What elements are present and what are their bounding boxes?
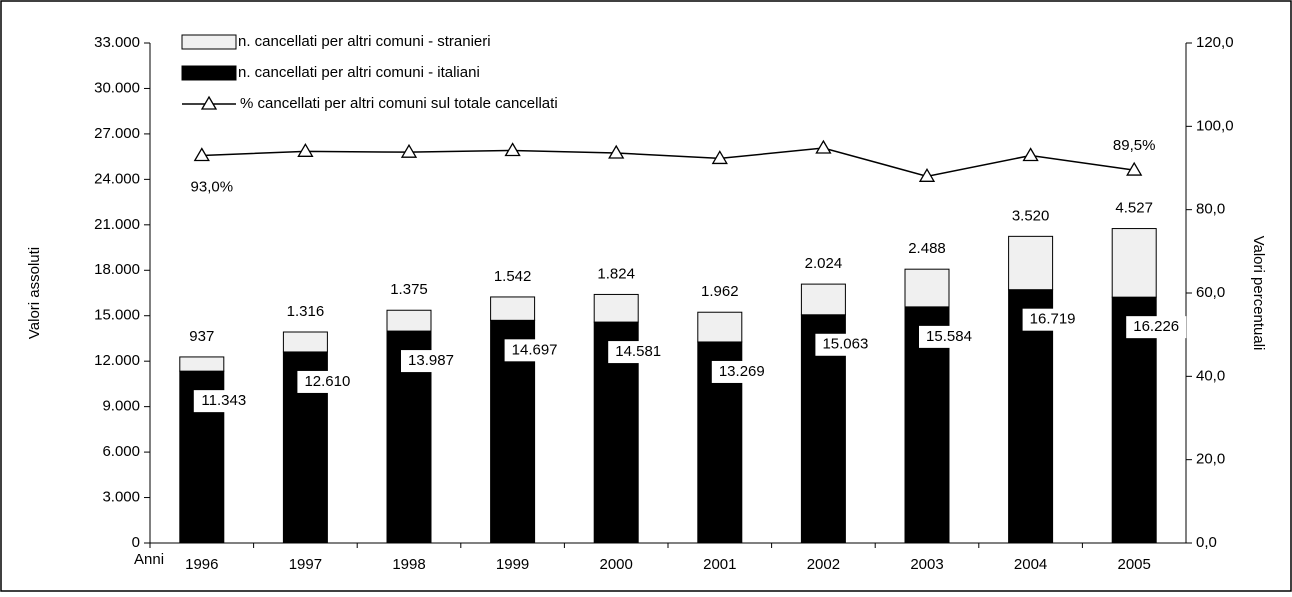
x-tick-label: 1998: [392, 556, 425, 573]
line-marker: [711, 150, 728, 165]
bar: [1008, 289, 1054, 544]
data-label: 1.542: [494, 268, 532, 285]
data-label: 13.987: [408, 352, 454, 369]
line-marker: [297, 143, 314, 157]
data-label: 89,5%: [1113, 137, 1156, 154]
data-label-box: [608, 341, 669, 364]
y-tick-label: 33.000: [94, 34, 140, 51]
y-tick-label: 12.000: [94, 352, 140, 369]
y-tick-label: 30.000: [94, 79, 140, 96]
legend-label: n. cancellati per altri comuni - stranie…: [238, 33, 491, 50]
legend-label: n. cancellati per altri comuni - italian…: [238, 64, 480, 81]
y2-tick-label: 20,0: [1196, 451, 1225, 468]
data-label: 12.610: [304, 373, 350, 390]
y-tick-label: 27.000: [94, 125, 140, 142]
line-marker: [1126, 161, 1143, 176]
legend-swatch: [181, 34, 237, 50]
y2-tick-label: 120,0: [1196, 34, 1234, 51]
y-tick-label: 21.000: [94, 216, 140, 233]
data-label-box: [504, 339, 565, 362]
y-tick-label: 18.000: [94, 261, 140, 278]
y2-tick-label: 60,0: [1196, 284, 1225, 301]
data-label: 13.269: [719, 363, 765, 380]
data-label-box: [711, 360, 772, 383]
bar: [179, 356, 225, 372]
bar: [697, 311, 743, 343]
line-marker: [608, 144, 625, 159]
legend-marker: [200, 95, 218, 110]
line-marker: [400, 143, 418, 158]
y-tick-label: 6.000: [102, 443, 140, 460]
data-label: 1.962: [701, 283, 739, 300]
data-label-box: [401, 350, 461, 373]
x-tick-label: 1997: [289, 556, 322, 573]
data-label: 14.581: [615, 343, 661, 360]
legend-swatch: [181, 65, 237, 81]
data-label: 14.697: [512, 341, 558, 358]
data-label-box: [297, 370, 358, 393]
line-marker: [504, 142, 521, 157]
data-label: 11.343: [201, 392, 246, 409]
data-label: 3.520: [1012, 207, 1050, 224]
x-tick-label: 1999: [496, 556, 529, 573]
y-tick-label: 24.000: [94, 170, 140, 187]
x-tick-label: 1996: [185, 556, 218, 573]
bar: [490, 296, 536, 321]
x-tick-label: 2005: [1118, 556, 1151, 573]
data-label: 16.226: [1133, 318, 1179, 335]
bar: [1111, 228, 1157, 298]
x-axis-label: Anni: [134, 551, 164, 568]
y2-tick-label: 40,0: [1196, 367, 1225, 384]
y2-axis-label: Valori percentuali: [1250, 236, 1267, 351]
data-label-box: [1126, 316, 1187, 339]
data-label-box: [815, 333, 876, 356]
data-label: 15.584: [926, 328, 972, 345]
line-marker: [918, 168, 936, 182]
x-tick-label: 2001: [703, 556, 736, 573]
y-tick-label: 9.000: [102, 398, 140, 415]
y2-tick-label: 80,0: [1196, 201, 1225, 218]
data-label: 1.316: [287, 303, 325, 320]
data-label: 93,0%: [191, 178, 234, 195]
data-label: 15.063: [822, 336, 868, 353]
bar: [282, 331, 328, 353]
bar: [386, 309, 432, 332]
x-tick-label: 2004: [1014, 556, 1047, 573]
data-label: 2.024: [805, 255, 843, 272]
line: [201, 147, 1135, 178]
y2-tick-label: 100,0: [1196, 117, 1234, 134]
legend-label: % cancellati per altri comuni sul totale…: [240, 95, 558, 112]
data-label-box: [193, 390, 254, 413]
data-label: 2.488: [908, 240, 946, 257]
y-tick-label: 0: [132, 534, 140, 551]
line-marker: [815, 139, 832, 154]
bar: [1008, 235, 1054, 291]
line-marker: [1022, 147, 1039, 162]
data-label: 1.824: [597, 265, 635, 282]
data-label-box: [1022, 308, 1083, 331]
bar: [904, 268, 950, 308]
line-marker: [193, 147, 210, 162]
bar: [800, 283, 846, 316]
x-tick-label: 2003: [910, 556, 943, 573]
y-tick-label: 3.000: [102, 489, 140, 506]
data-label: 4.527: [1115, 200, 1153, 217]
data-label: 16.719: [1030, 311, 1076, 328]
x-tick-label: 2002: [807, 556, 840, 573]
y-axis-label: Valori assoluti: [26, 247, 43, 339]
data-label-box: [919, 325, 979, 348]
data-label: 1.375: [390, 281, 428, 298]
data-label: 937: [189, 328, 214, 345]
bar: [593, 293, 639, 323]
x-tick-label: 2000: [600, 556, 633, 573]
y-tick-label: 15.000: [94, 307, 140, 324]
y2-tick-label: 0,0: [1196, 534, 1217, 551]
